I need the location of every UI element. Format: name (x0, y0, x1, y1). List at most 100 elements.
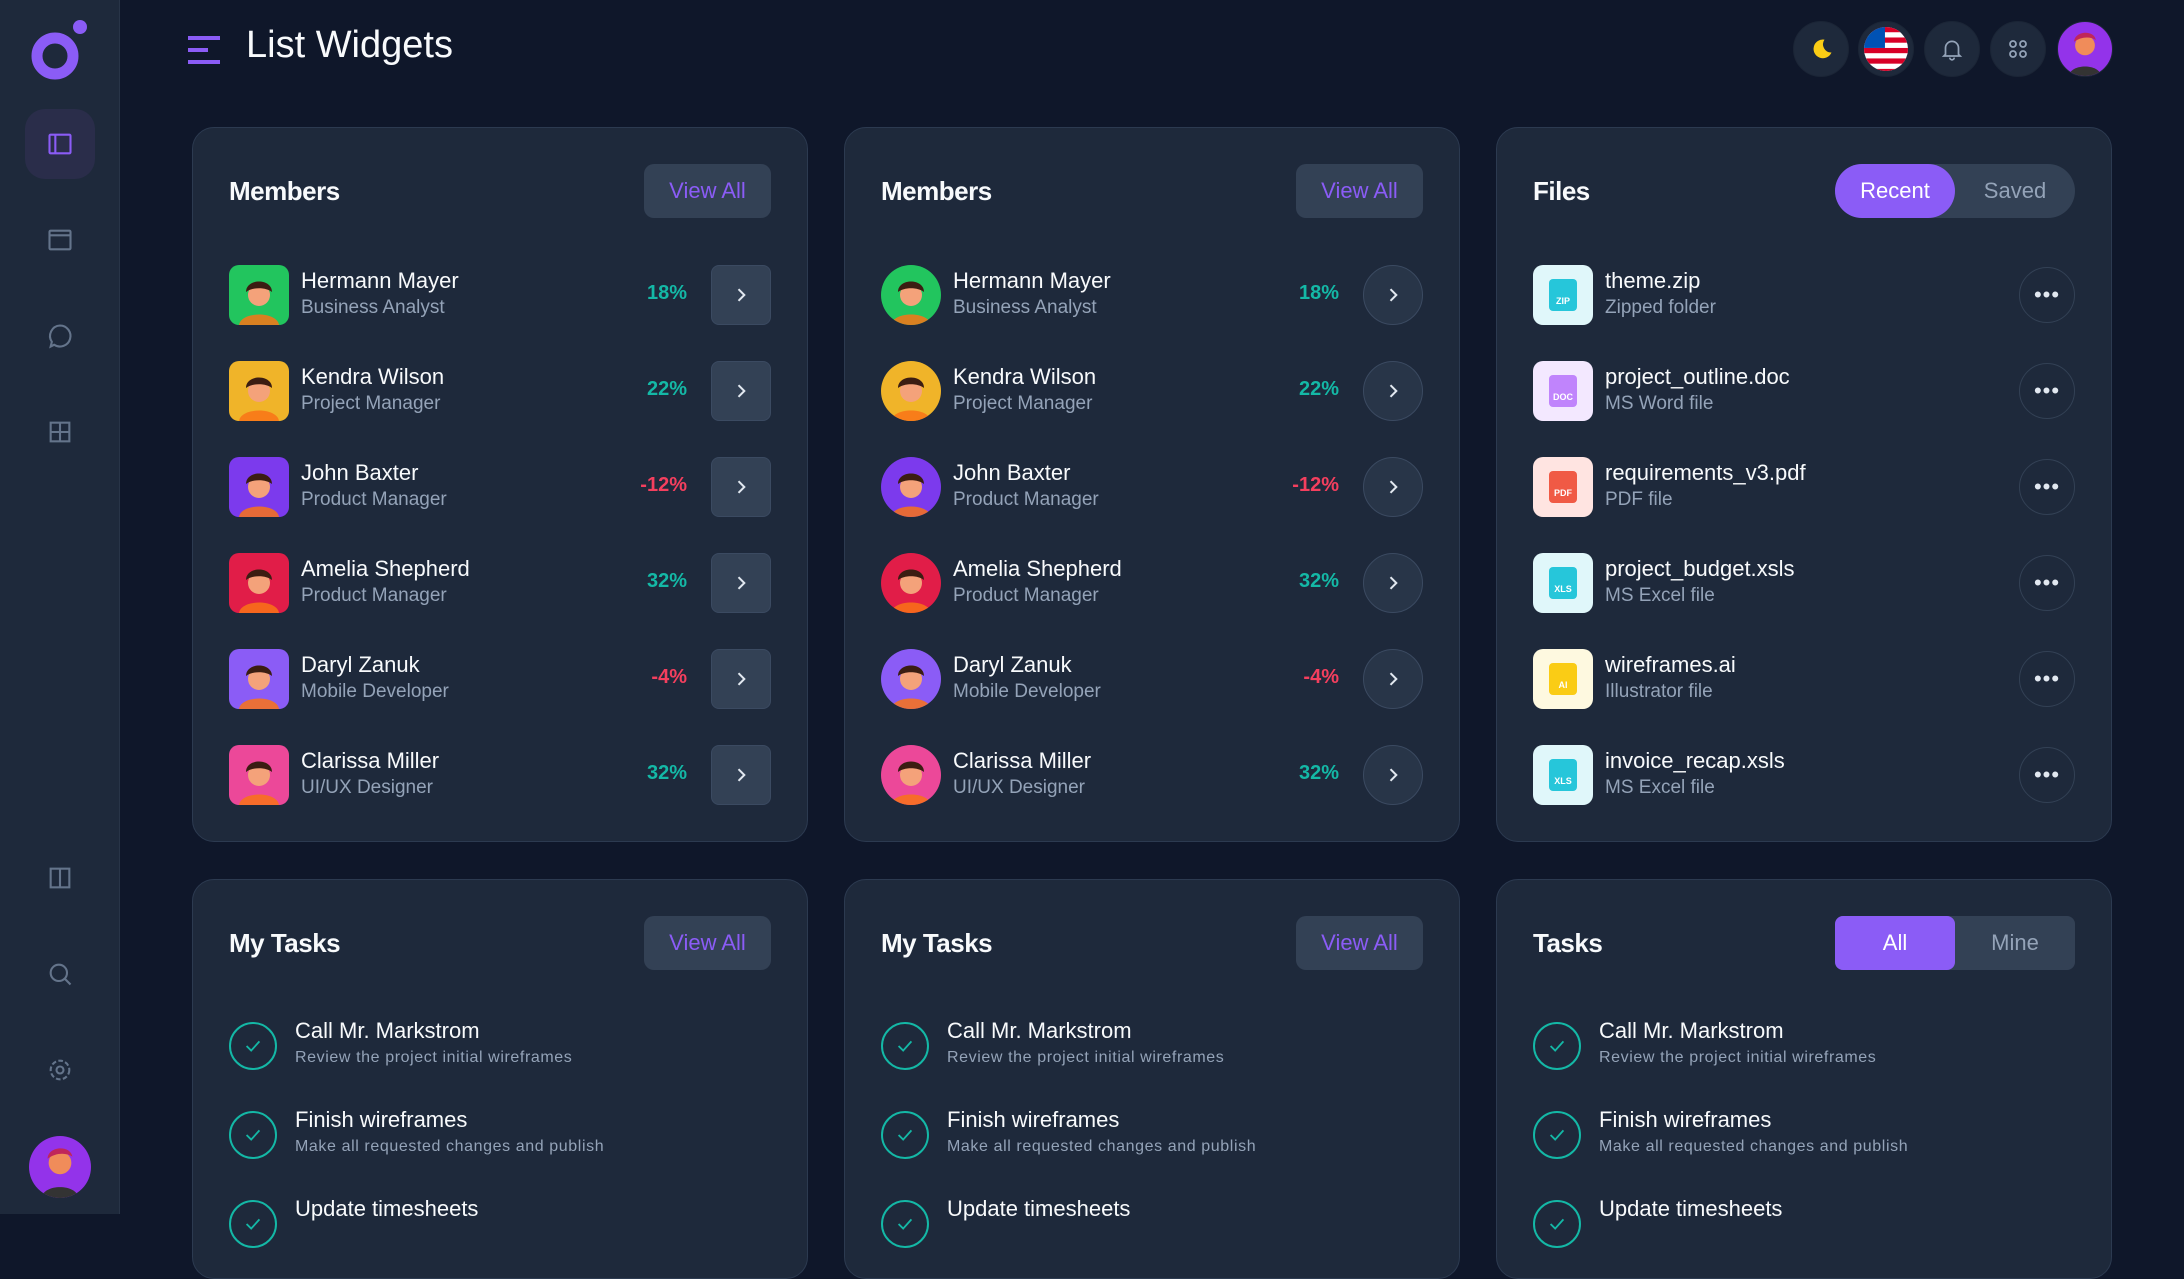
file-more-button[interactable]: ••• (2019, 363, 2075, 419)
member-details-button[interactable] (1363, 457, 1423, 517)
chevron-right-icon (1389, 768, 1398, 782)
sidebar-item-columns[interactable] (25, 843, 95, 913)
file-type: MS Excel file (1605, 585, 1715, 606)
member-name: Daryl Zanuk (953, 652, 1072, 677)
file-badge: ZIP (1549, 279, 1577, 311)
view-all-button[interactable]: View All (1296, 916, 1423, 970)
sidebar-item-settings[interactable] (25, 1035, 95, 1105)
member-row: Clarissa Miller UI/UX Designer 32% (881, 745, 1423, 805)
member-change: 32% (646, 570, 687, 592)
member-row: Amelia Shepherd Product Manager 32% (229, 553, 771, 613)
task-checkbox[interactable] (881, 1022, 929, 1070)
theme-toggle-button[interactable] (1793, 21, 1849, 77)
task-checkbox[interactable] (1533, 1200, 1581, 1248)
member-details-button[interactable] (1363, 649, 1423, 709)
member-details-button[interactable] (711, 553, 771, 613)
file-type: Zipped folder (1605, 297, 1716, 318)
user-avatar[interactable] (29, 1136, 91, 1198)
member-role: Mobile Developer (301, 681, 449, 702)
grid-icon (49, 421, 71, 443)
member-details-button[interactable] (1363, 553, 1423, 613)
sidebar (0, 0, 120, 1214)
member-details-button[interactable] (1363, 361, 1423, 421)
file-more-button[interactable]: ••• (2019, 267, 2075, 323)
sidebar-item-messages[interactable] (25, 301, 95, 371)
member-name: John Baxter (953, 460, 1071, 485)
task-checkbox[interactable] (881, 1111, 929, 1159)
task-title: Update timesheets (295, 1196, 479, 1221)
chevron-right-icon (1389, 672, 1398, 686)
member-name: Daryl Zanuk (301, 652, 420, 677)
tab-saved[interactable]: Saved (1983, 178, 2047, 203)
files-card: Files Recent Saved ZIP theme.zip Zipped folde… (1496, 127, 2112, 842)
check-icon (1549, 1040, 1565, 1052)
member-role: UI/UX Designer (953, 777, 1085, 798)
view-all-button[interactable]: View All (644, 916, 771, 970)
sidebar-item-grid[interactable] (25, 397, 95, 467)
chat-icon (49, 324, 72, 349)
file-more-button[interactable]: ••• (2019, 459, 2075, 515)
file-name: theme.zip (1605, 268, 1701, 293)
member-change: 32% (1298, 762, 1339, 784)
task-checkbox[interactable] (229, 1111, 277, 1159)
file-more-button[interactable]: ••• (2019, 747, 2075, 803)
file-row: PDF requirements_v3.pdf PDF file ••• (1533, 457, 2075, 517)
sidebar-item-search[interactable] (25, 939, 95, 1009)
member-role: Project Manager (301, 393, 441, 414)
task-checkbox[interactable] (229, 1022, 277, 1070)
tab-recent[interactable]: Recent (1835, 164, 1955, 218)
chevron-right-icon (737, 288, 746, 302)
task-title: Call Mr. Markstrom (1599, 1018, 1784, 1043)
member-details-button[interactable] (711, 649, 771, 709)
language-button[interactable] (1858, 21, 1914, 77)
member-details-button[interactable] (711, 457, 771, 517)
view-all-button[interactable]: View All (644, 164, 771, 218)
member-change: -4% (1303, 666, 1339, 688)
card-title: Members (881, 176, 992, 206)
task-title: Finish wireframes (1599, 1107, 1772, 1132)
member-details-button[interactable] (711, 265, 771, 325)
member-row: Daryl Zanuk Mobile Developer -4% (881, 649, 1423, 709)
file-type: MS Excel file (1605, 777, 1715, 798)
sidebar-item-dashboard[interactable] (25, 109, 95, 179)
member-avatar (229, 361, 289, 421)
view-all-button[interactable]: View All (1296, 164, 1423, 218)
layout-icon (48, 133, 72, 155)
member-avatar (881, 553, 941, 613)
card-title: My Tasks (881, 928, 993, 958)
member-change: 32% (646, 762, 687, 784)
member-name: Kendra Wilson (301, 364, 445, 389)
member-details-button[interactable] (711, 361, 771, 421)
member-details-button[interactable] (1363, 265, 1423, 325)
task-description: Review the project initial wireframes (295, 1049, 573, 1066)
task-row: Call Mr. Markstrom Review the project ini… (881, 1018, 1423, 1078)
file-more-button[interactable]: ••• (2019, 555, 2075, 611)
apps-button[interactable] (1990, 21, 2046, 77)
member-name: Hermann Mayer (953, 268, 1111, 293)
member-avatar (229, 457, 289, 517)
task-checkbox[interactable] (1533, 1111, 1581, 1159)
task-checkbox[interactable] (229, 1200, 277, 1248)
file-badge: DOC (1549, 375, 1577, 407)
task-checkbox[interactable] (1533, 1022, 1581, 1070)
tab-mine[interactable]: Mine (1991, 930, 2039, 955)
file-more-button[interactable]: ••• (2019, 651, 2075, 707)
member-change: 32% (1298, 570, 1339, 592)
chevron-right-icon (1389, 576, 1398, 590)
member-details-button[interactable] (1363, 745, 1423, 805)
sidebar-item-window[interactable] (25, 205, 95, 275)
task-checkbox[interactable] (881, 1200, 929, 1248)
menu-toggle-button[interactable] (188, 36, 220, 64)
member-row: Hermann Mayer Business Analyst 18% (881, 265, 1423, 325)
tab-all[interactable]: All (1835, 916, 1955, 970)
file-badge: PDF (1549, 471, 1577, 503)
chevron-right-icon (1389, 288, 1398, 302)
member-name: Amelia Shepherd (953, 556, 1122, 581)
notifications-button[interactable] (1924, 21, 1980, 77)
profile-avatar[interactable] (2057, 21, 2113, 77)
task-title: Call Mr. Markstrom (947, 1018, 1132, 1043)
columns-icon (49, 867, 71, 889)
logo-icon (31, 20, 87, 80)
member-details-button[interactable] (711, 745, 771, 805)
page-title: List Widgets (246, 24, 453, 66)
